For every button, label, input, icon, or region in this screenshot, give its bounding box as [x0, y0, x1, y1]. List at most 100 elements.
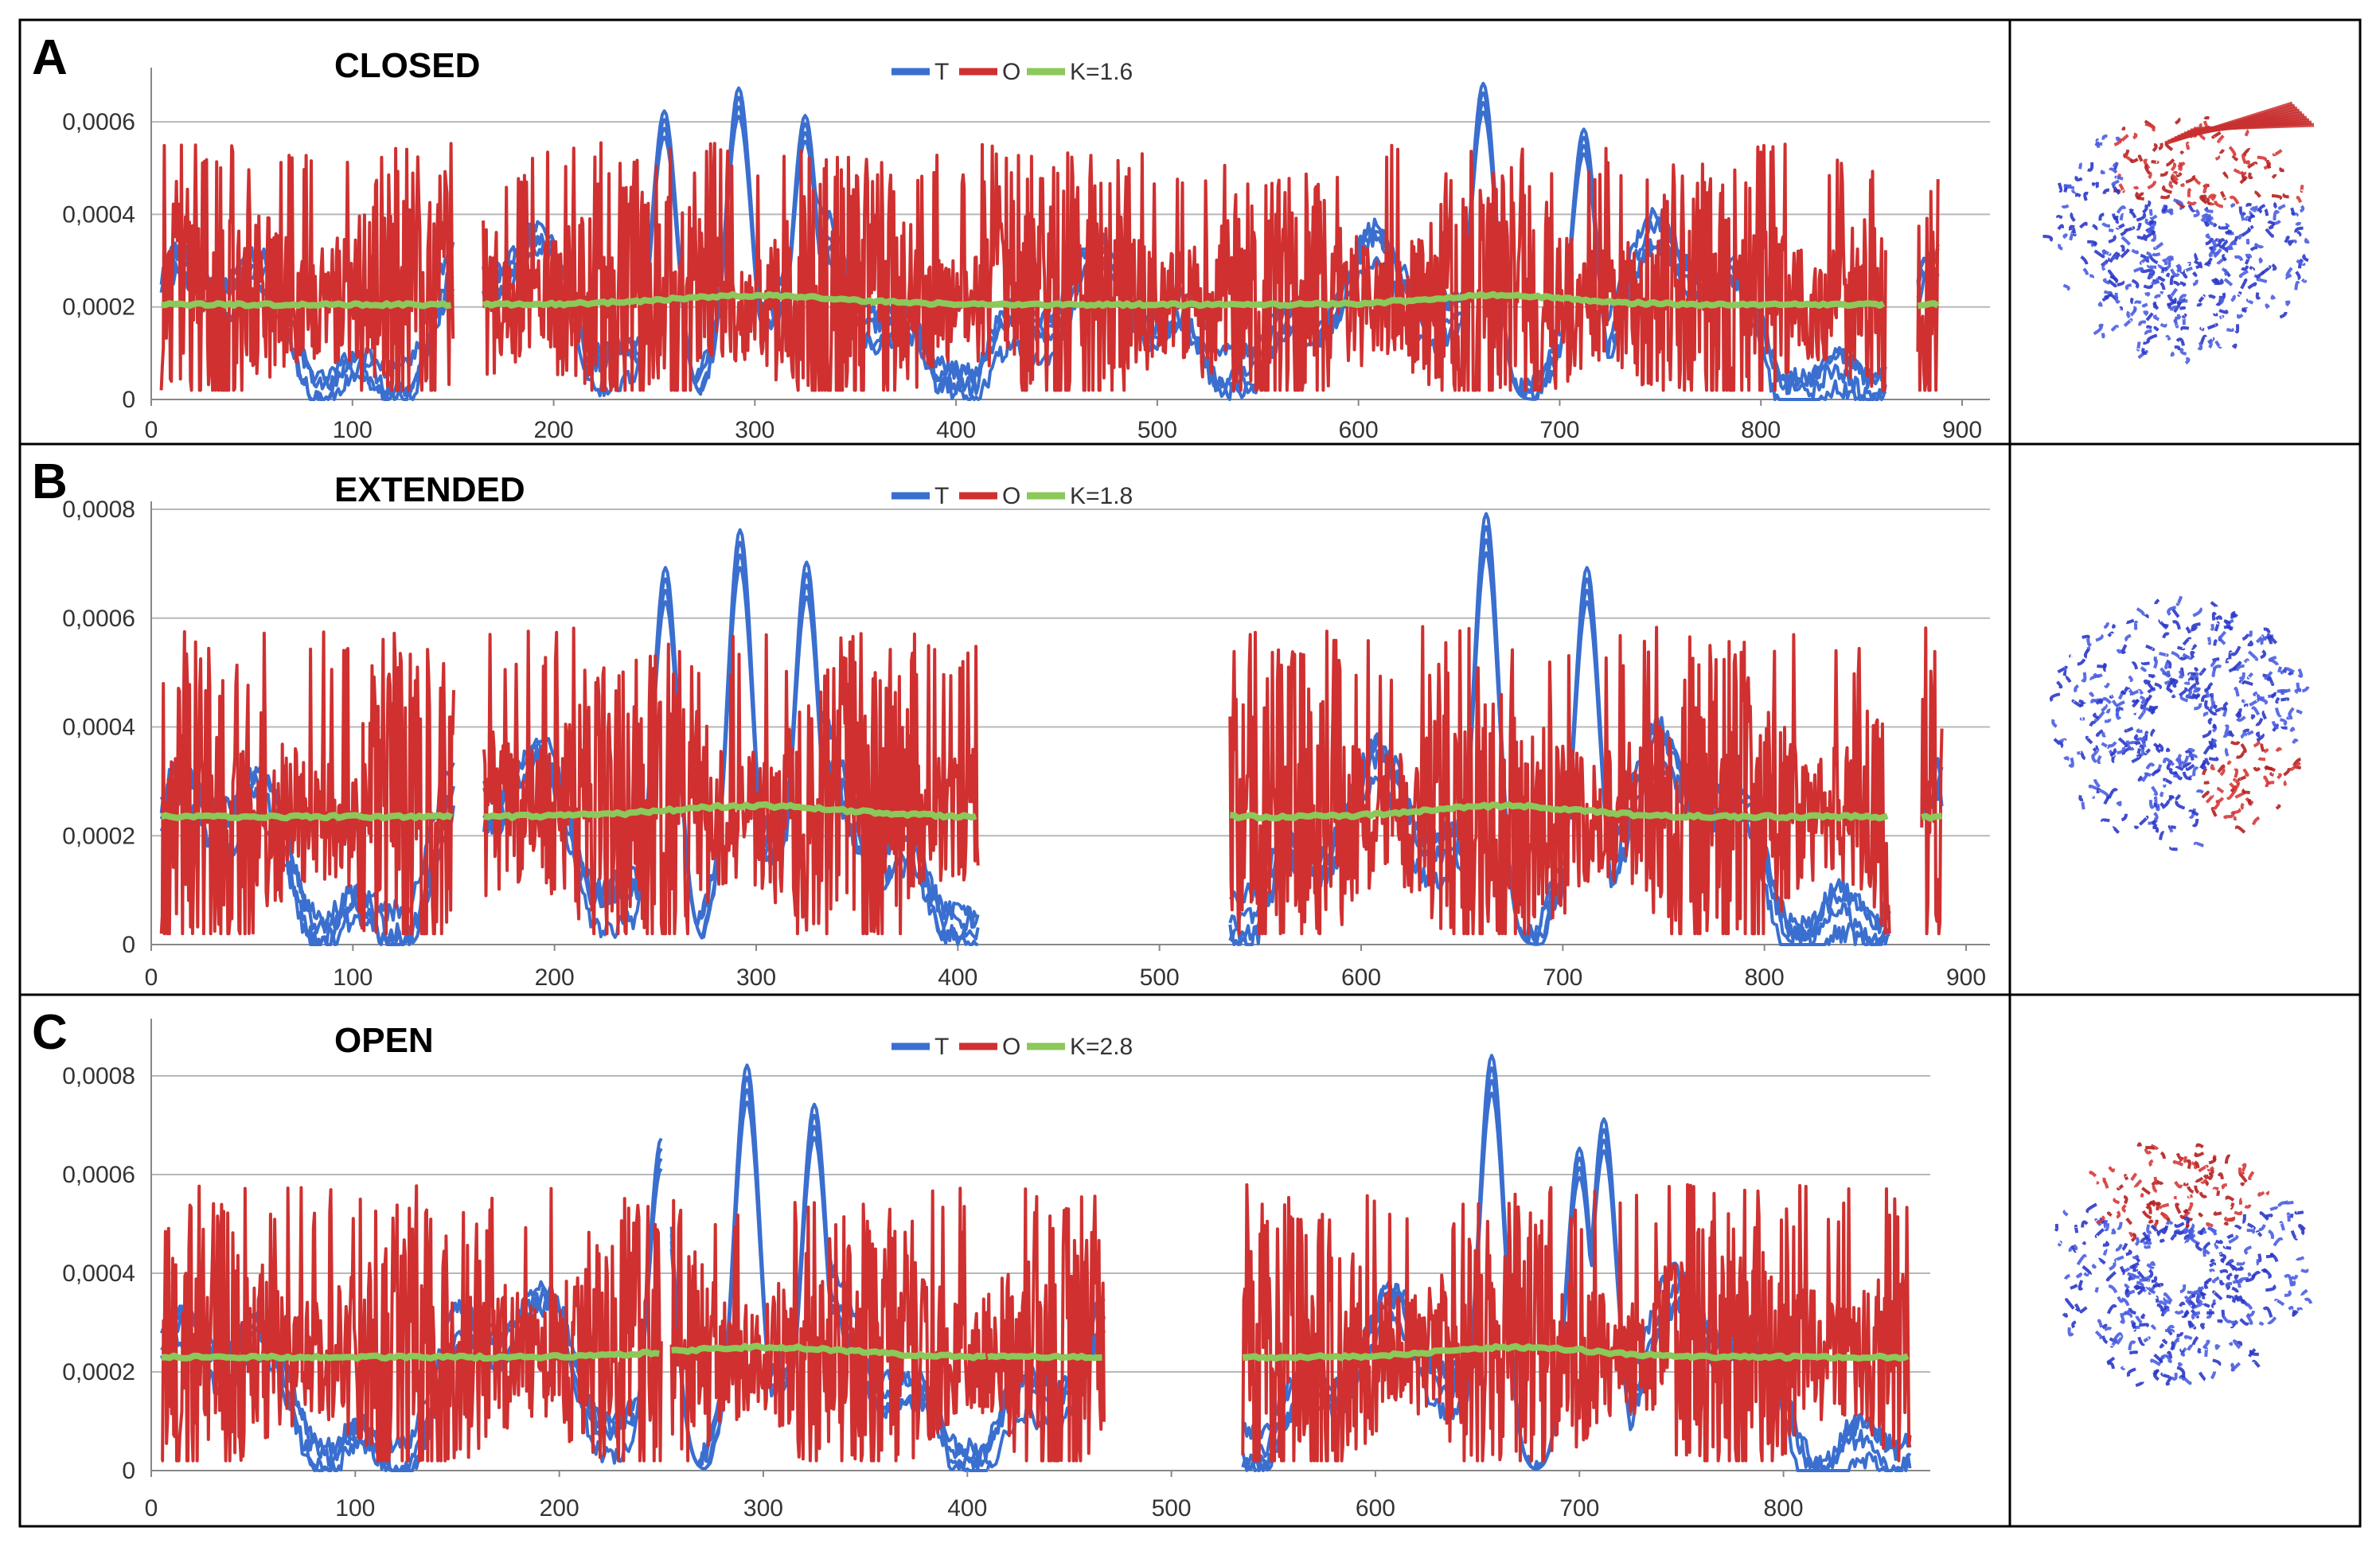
structure-strand [2225, 223, 2230, 228]
structure-strand [2121, 1203, 2127, 1214]
structure-strand [2234, 324, 2240, 333]
structure-strand [2194, 703, 2202, 711]
structure-strand [2144, 230, 2155, 240]
structure-strand [2136, 236, 2144, 240]
structure-strand [2170, 162, 2177, 172]
structure-strand [2141, 347, 2148, 355]
structure-strand [2221, 1183, 2227, 1190]
structure-strand [2201, 790, 2210, 799]
structure-strand [2295, 271, 2301, 280]
structure-strand [2281, 726, 2288, 730]
structure-strand [2097, 754, 2102, 765]
structure-strand [2095, 138, 2101, 149]
structure-strand [2136, 222, 2142, 231]
structure-strand [2230, 1362, 2235, 1372]
structure-strand [2242, 768, 2249, 777]
structure-strand [2183, 266, 2193, 273]
structure-strand [2209, 1268, 2215, 1272]
structure-strand [2234, 707, 2242, 718]
structure-strand [2205, 233, 2211, 240]
structure-strand [2195, 1143, 2204, 1149]
structure-strand [2238, 269, 2249, 279]
structure-strand [2169, 305, 2179, 311]
structure-strand [2185, 142, 2191, 150]
structure-strand [2219, 1268, 2229, 1274]
structure-strand [2211, 657, 2220, 662]
structure-strand [2081, 1220, 2089, 1228]
y-tick-label-C-3: 0,0006 [62, 1162, 135, 1188]
structure-strand [2244, 1204, 2252, 1209]
structure-strand [2116, 710, 2122, 720]
structure-strand [2156, 1303, 2164, 1312]
structure-strand [2101, 696, 2112, 704]
structure-strand [2087, 162, 2094, 172]
structure-strand [2156, 1205, 2161, 1210]
structure-strand [2213, 222, 2218, 228]
structure-strand [2268, 655, 2277, 663]
structure-strand [2202, 183, 2209, 194]
structure-strand [2146, 681, 2156, 690]
structure-strand [2223, 278, 2234, 286]
structure-strand [2099, 699, 2104, 704]
structure-strand [2164, 1328, 2175, 1334]
structure-strand [2240, 1182, 2245, 1186]
structure-strand [2296, 230, 2302, 237]
structure-strand [2249, 1349, 2259, 1356]
structure-strand [2136, 728, 2143, 734]
structure-strand [2105, 708, 2111, 714]
structure-strand [2214, 1344, 2221, 1350]
structure-strand [2169, 846, 2178, 851]
structure-strand [2222, 171, 2229, 180]
structure-strand [2238, 1265, 2244, 1271]
structure-strand [2141, 1186, 2152, 1195]
structure-strand [2194, 667, 2199, 672]
structure-strand [2296, 709, 2303, 715]
structure-strand [2210, 1258, 2216, 1264]
x-tick-label-B-7: 700 [1543, 964, 1582, 991]
structure-strand [2285, 273, 2292, 280]
structure-strand [2257, 1224, 2266, 1232]
structure-strand [2106, 1211, 2113, 1218]
structure-strand [2148, 800, 2156, 809]
structure-strand [2101, 1335, 2109, 1345]
structure-strand [2277, 773, 2282, 780]
structure-strand [2144, 1146, 2155, 1151]
structure-strand [2091, 181, 2097, 187]
structure-strand [2284, 1290, 2292, 1297]
structure-strand [2232, 660, 2242, 671]
y-tick-label-A-0: 0 [122, 387, 135, 413]
structure-strand [2199, 1323, 2206, 1331]
structure-strand [2183, 1216, 2190, 1224]
structure-strand [2147, 181, 2157, 190]
structure-strand [2253, 691, 2258, 697]
structure-strand [2194, 1151, 2205, 1158]
structure-strand [2152, 302, 2160, 310]
structure-strand [2156, 1202, 2162, 1210]
structure-strand [2261, 710, 2268, 720]
structure-strand [2221, 267, 2228, 277]
structure-strand [2166, 687, 2174, 694]
structure-strand [2208, 1169, 2214, 1176]
structure-strand [2246, 161, 2258, 169]
structure-strand [2154, 598, 2160, 605]
structure-strand [2145, 312, 2154, 321]
structure-strand [2247, 1272, 2252, 1277]
x-tick-label-A-9: 900 [1942, 417, 1982, 443]
structure-strand [2088, 784, 2099, 791]
structure-strand [2241, 228, 2251, 237]
structure-strand [2206, 197, 2211, 205]
structure-strand [2257, 757, 2266, 762]
structure-strand [2234, 255, 2244, 262]
structure-strand [2192, 766, 2199, 777]
structure-strand [2209, 693, 2214, 699]
structure-strand [2179, 755, 2190, 765]
structure-strand [2135, 1381, 2144, 1388]
structure-strand [2176, 314, 2182, 320]
structure-strand [2150, 728, 2156, 737]
structure-strand [2080, 753, 2086, 761]
structure-strand [2098, 323, 2104, 328]
structure-strand [2237, 775, 2247, 781]
structure-strand [2062, 1312, 2068, 1318]
structure-strand [2116, 1210, 2121, 1219]
y-tick-label-A-1: 0,0002 [62, 294, 135, 321]
